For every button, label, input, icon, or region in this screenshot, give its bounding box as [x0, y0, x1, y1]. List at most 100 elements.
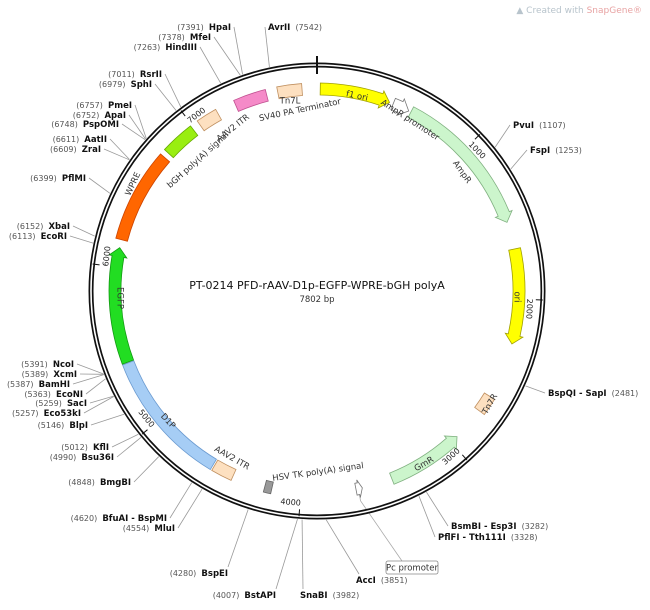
- feature-arrow[interactable]: [276, 83, 303, 100]
- site-kfli[interactable]: (5012) KflI: [61, 435, 109, 454]
- feature-label: ori: [512, 291, 522, 302]
- site-bspqi-sapi[interactable]: BspQI - SapI (2481): [548, 381, 638, 400]
- feature-hsv-tk-poly-a-signal[interactable]: [262, 479, 274, 495]
- feature-aav2-itr[interactable]: [196, 108, 223, 132]
- feature-egfp[interactable]: [108, 247, 135, 365]
- site-xcmi[interactable]: (5389) XcmI: [22, 362, 77, 381]
- site-bsmbi-esp3i[interactable]: BsmBI - Esp3I (3282): [451, 514, 548, 533]
- tick-mark: [298, 509, 301, 517]
- site-ncoi[interactable]: (5391) NcoI: [21, 352, 74, 371]
- site-name: HindIII: [165, 43, 197, 53]
- feature-arrow[interactable]: [211, 459, 237, 481]
- site-hpai[interactable]: (7391) HpaI: [177, 15, 231, 34]
- feature-f1-ori[interactable]: [319, 82, 391, 109]
- feature-tn7r[interactable]: [474, 392, 496, 416]
- tick-mark: [461, 454, 468, 461]
- site-name: AccI: [356, 576, 376, 586]
- site-snabi[interactable]: SnaBI (3982): [300, 583, 359, 602]
- site-mlui[interactable]: (4554) MluI: [123, 516, 175, 535]
- site-sphi[interactable]: (6979) SphI: [99, 72, 152, 91]
- feature-bgh-poly-a-signal[interactable]: [163, 125, 199, 159]
- site-rsrii[interactable]: (7011) RsrII: [108, 62, 162, 81]
- site-name: BfuAI - BspMI: [102, 514, 167, 524]
- site-position: (6152): [17, 222, 44, 231]
- site-name: XbaI: [48, 222, 70, 232]
- feature-arrow[interactable]: [354, 479, 363, 498]
- site-name: BstAPI: [244, 591, 276, 601]
- site-xbai[interactable]: (6152) XbaI: [17, 214, 70, 233]
- feature-gmr[interactable]: [389, 435, 458, 485]
- site-fspi[interactable]: FspI (1253): [530, 138, 582, 157]
- site-pmei[interactable]: (6757) PmeI: [76, 93, 132, 112]
- site-pflfi-tth111i[interactable]: PflFI - Tth111I (3328): [438, 525, 537, 544]
- site-position: (4990): [50, 453, 77, 462]
- site-bamhi[interactable]: (5387) BamHI: [7, 372, 70, 391]
- site-econi[interactable]: (5363) EcoNI: [24, 382, 83, 401]
- feature-arrow[interactable]: [262, 479, 274, 495]
- site-name: Eco53kI: [44, 409, 81, 419]
- site-pspomi[interactable]: (6748) PspOMI: [51, 112, 119, 131]
- site-name: FspI: [530, 146, 550, 156]
- plasmid-name: PT-0214 PFD-rAAV-D1p-EGFP-WPRE-bGH polyA: [189, 279, 445, 292]
- site-bsu36i[interactable]: (4990) Bsu36I: [50, 445, 114, 464]
- site-name: HpaI: [209, 23, 231, 33]
- site-leader-line: [177, 488, 203, 529]
- site-position: (6609): [50, 145, 77, 154]
- feature-tn7l[interactable]: [276, 83, 303, 100]
- site-pvui[interactable]: PvuI (1107): [513, 113, 566, 132]
- feature-ampr-promoter[interactable]: [390, 97, 410, 116]
- site-zrai[interactable]: (6609) ZraI: [50, 137, 101, 156]
- site-name: Bsu36I: [81, 453, 114, 463]
- site-leader-line: [494, 124, 511, 148]
- site-acci[interactable]: AccI (3851): [356, 568, 408, 587]
- feature-ori[interactable]: [504, 247, 526, 345]
- site-name: EcoRI: [41, 232, 67, 242]
- site-apai[interactable]: (6752) ApaI: [73, 103, 126, 122]
- site-leader-line: [116, 437, 142, 458]
- feature-arrow[interactable]: [115, 153, 171, 242]
- site-name: BamHI: [39, 380, 70, 390]
- site-hindiii[interactable]: (7263) HindIII: [134, 35, 197, 54]
- site-leader-line: [164, 73, 182, 108]
- site-aatii[interactable]: (6611) AatII: [53, 127, 107, 146]
- feature-arrow[interactable]: [196, 108, 223, 132]
- feature-arrow[interactable]: [474, 392, 496, 416]
- site-pflmi[interactable]: (6399) PflMI: [30, 166, 86, 185]
- feature-arrow[interactable]: [233, 89, 269, 112]
- feature-arrow[interactable]: [389, 435, 458, 485]
- feature-arrow[interactable]: [163, 125, 199, 159]
- site-bstapi[interactable]: (4007) BstAPI: [213, 583, 276, 602]
- snapgene-logo: ▲ Created with SnapGene®: [516, 6, 642, 16]
- feature-d1p[interactable]: [122, 360, 217, 471]
- feature-arrow[interactable]: [108, 247, 135, 365]
- feature-sv40-pa-terminator[interactable]: [233, 89, 269, 112]
- feature-arrow[interactable]: [504, 247, 526, 345]
- site-position: (3982): [333, 591, 360, 600]
- site-position: (5389): [22, 370, 49, 379]
- feature-arrow[interactable]: [390, 97, 410, 116]
- site-ecori[interactable]: (6113) EcoRI: [9, 224, 67, 243]
- site-leader-line: [69, 235, 94, 244]
- site-blpi[interactable]: (5146) BlpI: [38, 413, 88, 432]
- site-position: (5387): [7, 380, 34, 389]
- site-eco53ki[interactable]: (5257) Eco53kI: [12, 401, 81, 420]
- site-mfei[interactable]: (7378) MfeI: [158, 25, 211, 44]
- feature-aav2-itr[interactable]: [211, 459, 237, 481]
- site-name: AatII: [84, 135, 107, 145]
- site-name: RsrII: [140, 70, 162, 80]
- site-saci[interactable]: (5259) SacI: [35, 391, 87, 410]
- feature-wpre[interactable]: [115, 153, 171, 242]
- site-name: NcoI: [53, 360, 74, 370]
- site-leader-line: [103, 148, 130, 161]
- site-avrii[interactable]: AvrII (7542): [268, 15, 322, 34]
- feature-ampr[interactable]: [407, 106, 513, 223]
- site-bmgbi[interactable]: (4848) BmgBI: [68, 470, 131, 489]
- site-bspei[interactable]: (4280) BspEI: [170, 561, 228, 580]
- feature-arrow[interactable]: [122, 360, 217, 471]
- site-position: (7263): [134, 43, 161, 52]
- feature-pc-promoter[interactable]: [354, 479, 363, 498]
- feature-arrow[interactable]: [319, 82, 391, 109]
- feature-arrow[interactable]: [407, 106, 513, 223]
- site-bfuai-bspmi[interactable]: (4620) BfuAI - BspMI: [71, 506, 167, 525]
- site-leader-line: [111, 433, 139, 448]
